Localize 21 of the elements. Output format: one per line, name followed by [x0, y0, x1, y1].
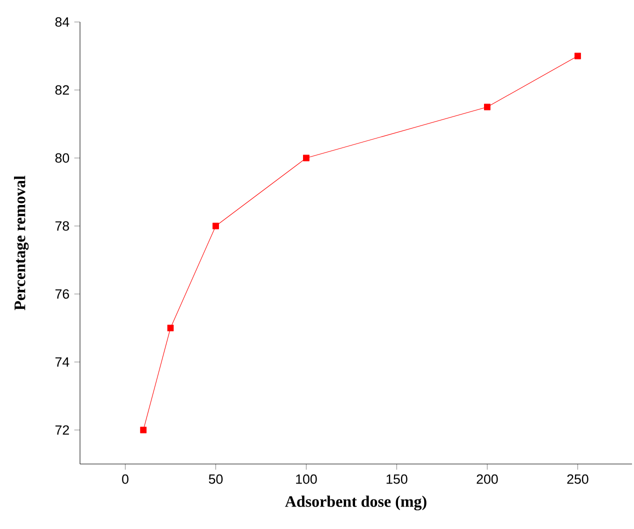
- x-tick-label: 50: [208, 474, 223, 484]
- x-tick-label: 250: [567, 474, 588, 484]
- x-tick-label: 100: [296, 474, 317, 484]
- y-tick-label: 82: [55, 85, 69, 95]
- point: [574, 52, 581, 60]
- point: [167, 324, 174, 332]
- y-tick-label: 80: [55, 153, 70, 163]
- x-tick-label: 150: [386, 474, 408, 484]
- y-axis-title: Percentage removal: [14, 176, 29, 310]
- x-tick-label: 0: [122, 474, 128, 484]
- y-tick-label: 84: [55, 17, 70, 27]
- y-tick-label: 76: [55, 289, 70, 299]
- point: [484, 104, 490, 110]
- point: [140, 426, 147, 434]
- x-axis-title: Adsorbent dose (mg): [285, 496, 426, 510]
- x-tick-label: 200: [476, 474, 498, 484]
- y-tick-label: 78: [55, 221, 70, 231]
- point: [303, 154, 310, 162]
- y-tick-label: 74: [55, 357, 70, 367]
- y-tick-label: 72: [55, 425, 69, 435]
- point: [212, 222, 219, 230]
